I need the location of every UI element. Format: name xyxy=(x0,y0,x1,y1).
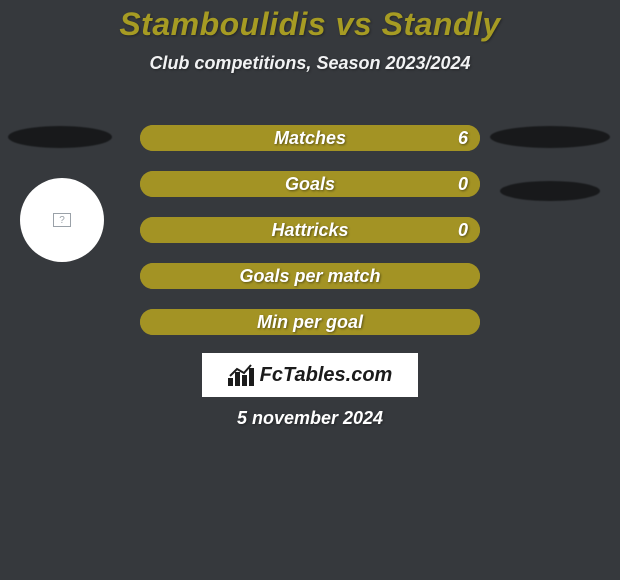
branding-chart-icon xyxy=(228,364,254,386)
player-avatar: ? xyxy=(20,178,104,262)
stat-value-right: 0 xyxy=(458,174,468,195)
stat-row: Goals per match xyxy=(140,263,480,289)
branding-text: FcTables.com xyxy=(260,364,393,387)
stat-label: Goals xyxy=(285,174,335,195)
stat-label: Matches xyxy=(274,128,346,149)
stats-bars: Matches 6 Goals 0 Hattricks 0 Goals per match M… xyxy=(140,125,480,355)
stat-value-right: 0 xyxy=(458,220,468,241)
player-shadow xyxy=(490,126,610,148)
stat-value-right: 6 xyxy=(458,128,468,149)
player-shadow xyxy=(8,126,112,148)
snapshot-date: 5 november 2024 xyxy=(0,408,620,429)
page-title: Stamboulidis vs Standly xyxy=(0,0,620,43)
player-shadow xyxy=(500,181,600,201)
stat-label: Min per goal xyxy=(257,312,363,333)
stat-row: Goals 0 xyxy=(140,171,480,197)
stat-row: Min per goal xyxy=(140,309,480,335)
branding-name: FcTables xyxy=(260,364,346,386)
page-subtitle: Club competitions, Season 2023/2024 xyxy=(0,53,620,74)
stat-row: Matches 6 xyxy=(140,125,480,151)
stat-row: Hattricks 0 xyxy=(140,217,480,243)
comparison-card: Stamboulidis vs Standly Club competition… xyxy=(0,0,620,580)
branding-badge: FcTables.com xyxy=(202,353,418,397)
placeholder-image-icon: ? xyxy=(53,213,71,227)
stat-label: Hattricks xyxy=(271,220,348,241)
stat-label: Goals per match xyxy=(239,266,380,287)
branding-suffix: .com xyxy=(346,364,393,386)
